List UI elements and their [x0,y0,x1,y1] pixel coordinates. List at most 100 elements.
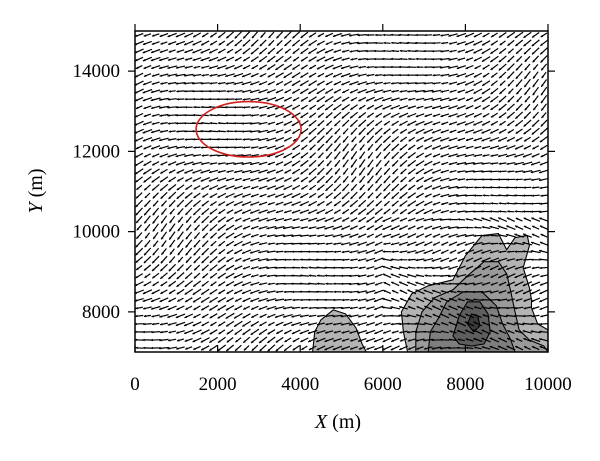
wind-vector-1042 [482,186,491,189]
wind-vector-1098 [531,179,540,182]
wind-vector-547 [524,267,531,270]
wind-vector-651 [145,240,151,247]
wind-vector-106 [184,330,193,334]
wind-vector-1181 [392,160,398,166]
wind-vector-1869 [293,49,300,54]
wind-vector-557 [194,256,201,263]
wind-vector-832 [400,218,407,221]
wind-vector-1479 [376,113,382,117]
wind-vector-1608 [200,90,210,93]
wind-vector-759 [210,224,217,230]
wind-vector-1753 [159,66,169,69]
wind-vector-1485 [425,114,432,117]
wind-vector-1666 [268,82,275,85]
wind-vector-991 [474,194,483,197]
wind-vector-1553 [159,98,169,101]
wind-vector-1315 [258,138,268,141]
wind-vector-1498 [533,112,539,118]
wind-vector-755 [178,224,183,231]
wind-vector-1972 [318,33,324,36]
wind-vector-469 [291,274,301,277]
wind-vector-418 [283,283,292,286]
wind-vector-9 [209,345,217,350]
wind-vector-1688 [449,82,457,85]
wind-vector-1820 [301,57,308,61]
wind-vector-1796 [516,64,522,71]
wind-vector-1883 [407,50,416,52]
wind-vector-1151 [144,161,152,165]
wind-vector-604 [170,249,175,255]
wind-vector-1593 [490,96,498,102]
wind-vector-211 [226,313,235,318]
wind-vector-1248 [532,154,540,158]
x-axis-unit: (m) [327,411,361,433]
wind-vector-221 [309,315,316,317]
wind-vector-1437 [441,122,448,125]
wind-vector-1892 [482,49,491,54]
wind-vector-962 [234,194,243,198]
wind-vector-1611 [227,90,234,93]
wind-vector-366 [267,291,276,293]
wind-vector-1119 [292,169,300,174]
wind-vector-915 [259,202,267,205]
wind-vector-1015 [259,186,268,189]
wind-vector-1048 [532,186,539,189]
wind-vector-1029 [376,184,382,191]
wind-vector-1097 [523,178,531,181]
wind-vector-1058 [201,178,210,182]
wind-vector-261 [226,306,234,311]
wind-vector-1122 [317,168,324,175]
wind-vector-865 [258,210,267,214]
wind-vector-1891 [473,49,482,53]
wind-vector-1436 [433,122,441,125]
wind-vector-876 [350,209,357,214]
wind-vector-1529 [375,105,383,109]
wind-vector-1288 [448,146,457,149]
wind-vector-925 [342,201,349,207]
wind-vector-1066 [267,178,276,182]
wind-vector-1130 [384,168,390,175]
wind-vector-1621 [308,89,317,94]
wind-vector-1111 [226,171,233,174]
wind-vector-608 [202,248,209,255]
wind-vector-1024 [334,184,341,191]
wind-vector-536 [432,267,441,270]
wind-vector-210 [218,313,226,318]
wind-vector-1117 [276,170,283,173]
wind-vector-1557 [193,98,202,101]
wind-vector-329 [374,298,383,302]
wind-vector-930 [384,201,389,206]
wind-vector-379 [374,290,383,294]
wind-vector-1976 [349,34,359,37]
wind-vector-251 [143,307,152,310]
wind-vector-480 [383,274,391,278]
wind-vector-1629 [374,90,383,93]
wind-vector-529 [374,266,383,270]
wind-vector-1078 [368,176,374,184]
wind-vector-638 [450,250,456,253]
wind-vector-1346 [516,138,523,142]
wind-vector-1446 [515,120,523,126]
wind-vector-636 [432,250,441,254]
wind-vector-1123 [326,168,332,175]
wind-vector-31 [391,346,400,350]
wind-vector-1156 [184,162,194,165]
x-tick-label-1: 2000 [199,374,237,395]
wind-vector-1082 [401,177,407,182]
wind-vector-216 [267,314,275,318]
wind-vector-1486 [433,114,440,117]
wind-vector-1188 [449,162,457,165]
wind-vector-1973 [325,33,333,37]
wind-vector-1334 [416,137,424,141]
wind-vector-1708 [202,74,209,77]
wind-vector-704 [169,232,175,240]
wind-vector-1030 [384,184,391,191]
wind-vector-1185 [424,161,432,165]
wind-vector-585 [424,259,434,262]
wind-vector-1126 [351,168,356,175]
wind-vector-1238 [448,154,457,157]
wind-vector-1866 [268,48,275,54]
wind-vector-1494 [499,113,506,118]
wind-vector-551 [144,256,151,263]
wind-vector-1497 [524,112,531,119]
